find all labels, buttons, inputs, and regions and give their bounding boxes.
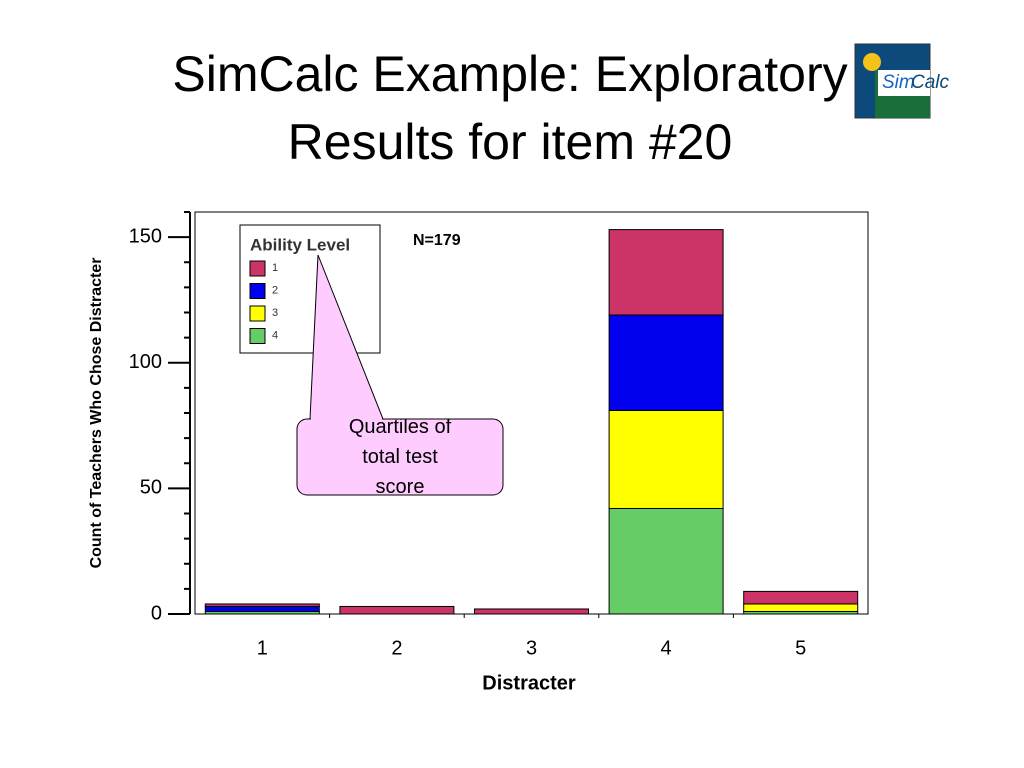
legend-label: 4 [272, 329, 278, 341]
legend-title: Ability Level [250, 235, 350, 254]
y-tick-label: 150 [129, 225, 162, 247]
x-tick-label: 4 [661, 637, 672, 659]
logo-band [878, 70, 930, 96]
x-tick-label: 5 [795, 637, 806, 659]
bar-segment [743, 590, 859, 605]
bar-segment [743, 603, 859, 612]
legend-swatch [249, 260, 266, 277]
callout-text: Quartiles of total test score [348, 419, 452, 495]
legend-swatch [249, 328, 266, 344]
bar-segment [608, 409, 724, 509]
bar-segment [608, 314, 724, 411]
legend-label: 3 [272, 307, 278, 319]
x-tick-label: 2 [391, 637, 402, 659]
y-tick-label: 50 [140, 477, 162, 499]
callout-box [296, 418, 504, 496]
logo-sun [863, 53, 881, 71]
bar-segment [608, 507, 724, 615]
x-axis-label: Distracter [482, 672, 576, 694]
y-tick-label: 100 [129, 351, 162, 373]
bar-segment [474, 608, 589, 615]
legend-label: 2 [272, 284, 278, 296]
x-tick-label: 3 [526, 637, 537, 659]
bar-segment [339, 605, 455, 615]
logo-text: Calc [911, 72, 950, 93]
legend-swatch [249, 283, 266, 299]
slide-title: SimCalc Example: Exploratory Results for… [172, 46, 848, 170]
callout-wrap: Quartiles of total test score [348, 419, 452, 495]
bar-segment [204, 605, 320, 612]
bar-segment [204, 603, 320, 607]
x-tick-label: 1 [257, 637, 268, 659]
logo-text: Sim [882, 72, 915, 93]
y-axis-label: Count of Teachers Who Chose Distracter [88, 258, 105, 569]
bar-segment [608, 229, 724, 316]
legend-label: 1 [272, 262, 278, 274]
annotation: N=179 [413, 232, 461, 249]
legend-swatch [249, 305, 266, 322]
y-tick-label: 0 [151, 602, 162, 624]
